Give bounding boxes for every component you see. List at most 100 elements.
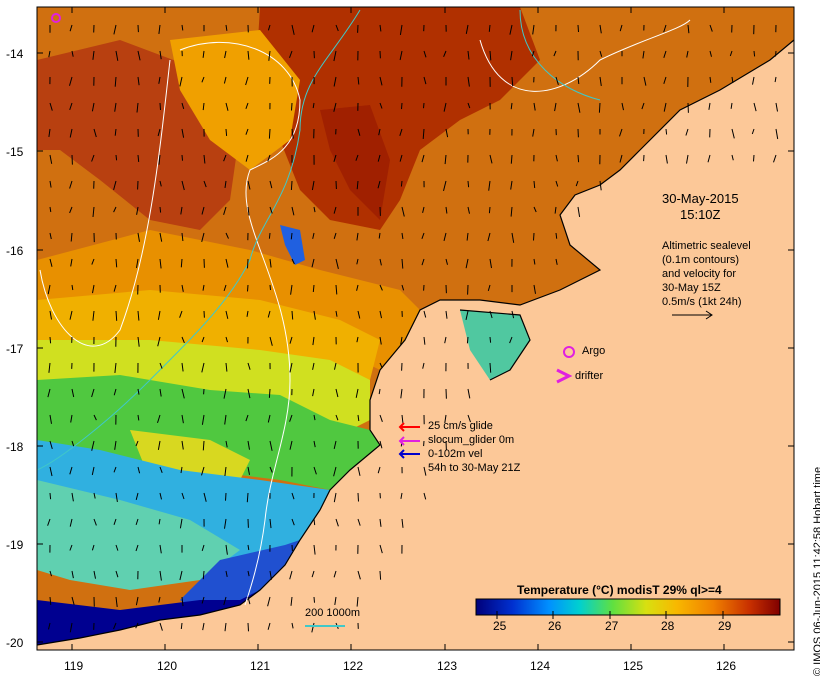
velocity-arrow: [181, 596, 184, 607]
velocity-arrow: [69, 24, 73, 32]
x-tick-label: 123: [437, 659, 458, 673]
velocity-arrow: [642, 50, 645, 59]
velocity-arrow: [533, 206, 537, 213]
velocity-arrow: [225, 362, 228, 372]
velocity-arrow: [687, 24, 690, 34]
velocity-arrow: [686, 154, 689, 164]
velocity-arrow: [224, 180, 227, 188]
velocity-arrow: [357, 518, 361, 526]
velocity-arrow: [335, 284, 338, 295]
velocity-arrow: [422, 362, 425, 369]
velocity-arrow: [619, 24, 623, 32]
velocity-arrow: [333, 154, 337, 162]
velocity-arrow: [223, 154, 227, 162]
velocity-arrow: [290, 284, 293, 295]
velocity-arrow: [311, 180, 315, 191]
velocity-arrow: [400, 180, 403, 187]
velocity-arrow: [69, 622, 73, 633]
velocity-arrow: [379, 544, 383, 554]
velocity-arrow: [181, 128, 185, 138]
velocity-arrow: [775, 50, 777, 57]
velocity-arrow: [466, 336, 469, 344]
velocity-arrow: [247, 388, 251, 399]
velocity-arrow: [400, 492, 403, 499]
velocity-arrow: [289, 570, 293, 580]
velocity-arrow: [708, 102, 711, 110]
velocity-arrow: [49, 570, 52, 577]
velocity-arrow: [467, 180, 470, 188]
altimetry-line: 0.5m/s (1kt 24h): [662, 296, 742, 308]
velocity-arrow: [181, 232, 184, 242]
velocity-arrow: [92, 284, 95, 294]
velocity-arrow: [290, 596, 293, 606]
velocity-arrow: [135, 544, 139, 552]
velocity-arrow: [223, 284, 227, 292]
velocity-arrow: [489, 362, 492, 373]
velocity-arrow: [445, 206, 448, 214]
velocity-arrow: [201, 544, 205, 552]
velocity-arrow: [181, 24, 184, 31]
velocity-arrow: [225, 310, 229, 319]
velocity-arrow: [291, 258, 295, 265]
velocity-arrow: [267, 596, 271, 607]
velocity-arrow: [510, 154, 513, 164]
velocity-arrow: [488, 206, 491, 214]
velocity-arrow: [181, 154, 183, 161]
velocity-arrow: [245, 102, 249, 109]
velocity-arrow: [115, 544, 119, 551]
velocity-arrow: [401, 232, 404, 239]
velocity-arrow: [49, 492, 52, 500]
velocity-arrow: [48, 622, 51, 630]
velocity-arrow: [159, 622, 163, 631]
velocity-arrow: [379, 284, 383, 291]
velocity-arrow: [113, 206, 117, 213]
velocity-arrow: [509, 24, 513, 35]
velocity-arrow: [247, 258, 249, 269]
velocity-arrow: [113, 622, 117, 630]
velocity-arrow: [731, 154, 734, 161]
velocity-arrow: [335, 258, 339, 270]
velocity-arrow: [71, 492, 74, 502]
velocity-arrow: [159, 180, 162, 187]
velocity-arrow: [665, 154, 668, 164]
velocity-arrow: [291, 128, 294, 139]
velocity-arrow: [291, 492, 295, 500]
velocity-arrow: [225, 336, 228, 343]
velocity-arrow: [709, 24, 713, 32]
velocity-arrow: [444, 336, 447, 344]
velocity-arrow: [379, 518, 382, 527]
velocity-arrow: [356, 232, 359, 241]
velocity-arrow: [115, 154, 118, 161]
velocity-arrow: [313, 206, 316, 213]
velocity-arrow: [179, 76, 183, 87]
altimetry-line: Altimetric sealevel: [662, 240, 751, 252]
altimetry-line: and velocity for: [662, 268, 736, 280]
colorbar: [475, 598, 781, 616]
velocity-arrow: [399, 128, 403, 136]
velocity-arrow: [113, 466, 117, 473]
velocity-arrow: [555, 180, 559, 187]
velocity-arrow: [69, 544, 73, 551]
velocity-arrow: [313, 596, 315, 603]
velocity-arrow: [201, 466, 205, 476]
x-tick-label: 126: [716, 659, 737, 673]
velocity-arrow: [49, 232, 52, 240]
velocity-arrow: [686, 50, 689, 58]
velocity-arrow: [379, 414, 383, 422]
velocity-arrow: [313, 466, 317, 475]
velocity-arrow: [511, 76, 514, 87]
velocity-arrow: [92, 206, 95, 218]
velocity-arrow: [245, 414, 249, 422]
velocity-arrow: [201, 232, 205, 243]
velocity-arrow: [113, 24, 117, 35]
y-tick-label: -17: [6, 342, 24, 356]
velocity-arrow: [333, 440, 337, 450]
velocity-arrow: [202, 284, 205, 291]
velocity-arrow: [203, 180, 207, 188]
velocity-arrow: [444, 154, 447, 165]
velocity-arrow: [356, 596, 359, 607]
glider-arrow-legend: [398, 422, 420, 459]
velocity-arrow: [443, 180, 447, 192]
velocity-arrow: [333, 492, 337, 503]
velocity-arrow: [69, 76, 73, 86]
